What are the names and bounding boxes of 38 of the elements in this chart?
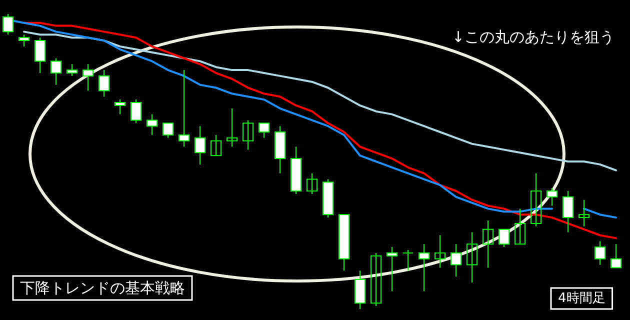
candlestick xyxy=(82,64,94,92)
candlestick xyxy=(130,99,142,124)
candlestick xyxy=(466,232,478,283)
candlestick xyxy=(226,108,238,148)
annotation: 下降トレンドの基本戦略 xyxy=(20,279,185,297)
candlestick xyxy=(210,134,222,156)
candlestick xyxy=(578,199,590,227)
candlestick xyxy=(242,120,254,150)
candlestick xyxy=(146,114,158,136)
candlestick xyxy=(402,250,414,272)
candlestick xyxy=(66,64,78,76)
candlestick xyxy=(498,228,510,248)
candlestick xyxy=(546,188,558,206)
candlestick xyxy=(34,37,46,74)
candlestick xyxy=(434,234,446,268)
candlestick xyxy=(114,99,126,115)
candlestick xyxy=(530,172,542,227)
candlestick xyxy=(50,58,62,86)
candlestick xyxy=(482,220,494,268)
candlestick xyxy=(610,244,622,268)
candlestick xyxy=(178,70,190,148)
candlestick xyxy=(562,190,574,233)
candlestick xyxy=(258,122,270,138)
candlestick xyxy=(354,270,366,310)
candlestick xyxy=(594,240,606,266)
candlestick xyxy=(450,244,462,278)
candlestick xyxy=(2,14,14,36)
candlestick xyxy=(162,122,174,138)
candlestick xyxy=(194,126,206,165)
candlestick xyxy=(18,34,30,47)
candlestick xyxy=(98,70,110,98)
candlestick xyxy=(386,246,398,292)
candlestick xyxy=(306,172,318,194)
annotation: 4時間足 xyxy=(558,291,606,306)
candlestick xyxy=(370,252,382,307)
annotation: ↓この丸のあたりを狙う xyxy=(452,28,615,46)
candlestick xyxy=(514,208,526,245)
candlestick xyxy=(418,244,430,292)
